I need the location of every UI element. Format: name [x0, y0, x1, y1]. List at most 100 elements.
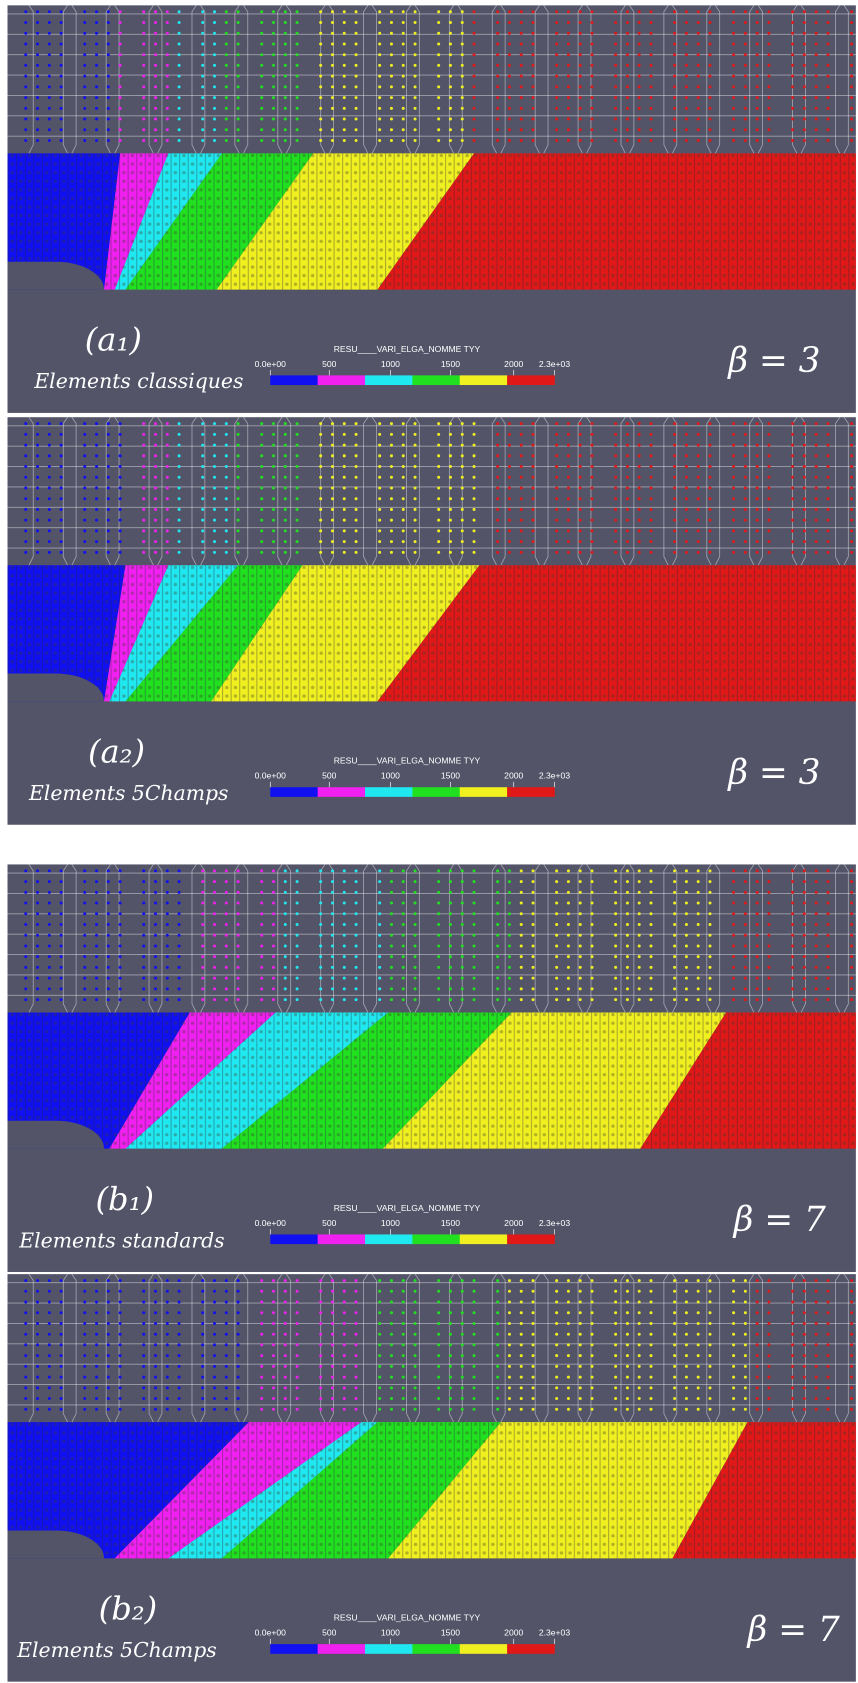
- integration-point: [24, 1364, 28, 1368]
- integration-point: [319, 987, 323, 991]
- integration-point: [850, 944, 854, 948]
- integration-point: [448, 890, 452, 894]
- integration-point: [212, 486, 217, 490]
- integration-point: [378, 529, 382, 533]
- integration-point: [224, 1386, 228, 1390]
- integration-point: [154, 1386, 158, 1390]
- integration-point: [496, 1397, 500, 1401]
- integration-point: [154, 518, 158, 522]
- integration-point: [496, 965, 500, 969]
- integration-point: [850, 486, 854, 490]
- integration-point: [472, 128, 476, 132]
- integration-point: [649, 21, 653, 25]
- integration-point: [142, 85, 146, 89]
- integration-point: [177, 1354, 181, 1358]
- integration-point: [106, 880, 110, 884]
- integration-point: [448, 422, 452, 426]
- integration-point: [555, 475, 559, 479]
- mesh-column: [757, 864, 798, 1013]
- integration-point: [743, 1311, 747, 1315]
- integration-point: [566, 901, 570, 905]
- integration-point: [201, 465, 205, 469]
- integration-point: [531, 117, 535, 121]
- integration-point: [496, 63, 500, 67]
- integration-point: [625, 550, 629, 554]
- integration-point: [165, 1354, 169, 1358]
- integration-point: [201, 901, 205, 905]
- integration-point: [814, 31, 818, 35]
- integration-point: [814, 1364, 818, 1368]
- integration-point: [637, 529, 641, 533]
- integration-point: [814, 486, 818, 490]
- integration-point: [342, 21, 346, 25]
- integration-point: [732, 1279, 736, 1283]
- integration-point: [767, 422, 771, 426]
- integration-point: [118, 1364, 122, 1368]
- integration-point: [413, 1321, 417, 1325]
- integration-point: [472, 1386, 476, 1390]
- integration-point: [684, 454, 688, 458]
- integration-point: [95, 138, 99, 142]
- integration-point: [24, 42, 28, 46]
- integration-point: [578, 96, 582, 100]
- integration-point: [154, 475, 158, 479]
- integration-point: [378, 422, 382, 426]
- integration-point: [649, 998, 653, 1002]
- integration-point: [154, 128, 158, 132]
- integration-point: [696, 507, 700, 511]
- integration-point: [283, 53, 287, 57]
- integration-point: [696, 31, 700, 35]
- integration-point: [496, 890, 500, 894]
- integration-point: [177, 901, 181, 905]
- integration-point: [389, 96, 393, 100]
- integration-point: [330, 454, 334, 458]
- integration-point: [767, 1300, 771, 1304]
- colorbar-tick-label: 1500: [441, 359, 460, 369]
- integration-point: [578, 901, 582, 905]
- integration-point: [555, 1300, 559, 1304]
- integration-point: [24, 912, 28, 916]
- integration-point: [401, 1386, 405, 1390]
- integration-point: [472, 944, 476, 948]
- integration-point: [83, 42, 87, 46]
- integration-point: [566, 922, 570, 926]
- integration-point: [165, 53, 169, 57]
- integration-point: [95, 1300, 99, 1304]
- integration-point: [637, 901, 641, 905]
- colorbar-tick-label: 0.0e+00: [255, 1218, 286, 1228]
- integration-point: [154, 507, 158, 511]
- integration-point: [413, 486, 417, 490]
- integration-point: [531, 507, 535, 511]
- integration-point: [47, 486, 51, 490]
- integration-point: [330, 540, 334, 544]
- integration-point: [212, 880, 217, 884]
- integration-point: [413, 432, 417, 436]
- integration-point: [614, 486, 618, 490]
- integration-point: [625, 880, 629, 884]
- integration-point: [83, 944, 87, 948]
- integration-point: [826, 944, 830, 948]
- integration-point: [319, 1321, 323, 1325]
- integration-point: [566, 475, 570, 479]
- integration-point: [212, 540, 217, 544]
- integration-point: [802, 1354, 806, 1358]
- mesh-column: [543, 416, 583, 566]
- integration-point: [378, 1311, 382, 1315]
- integration-point: [791, 901, 795, 905]
- integration-point: [531, 497, 535, 501]
- integration-point: [354, 475, 358, 479]
- panel-subtitle: Elements classiques: [33, 369, 243, 393]
- colorbar-tick-label: 0.0e+00: [255, 359, 286, 369]
- integration-point: [437, 880, 441, 884]
- integration-point: [401, 96, 405, 100]
- integration-point: [389, 912, 393, 916]
- integration-point: [531, 96, 535, 100]
- integration-point: [212, 869, 217, 873]
- integration-point: [342, 912, 346, 916]
- integration-point: [83, 74, 87, 78]
- integration-point: [83, 454, 87, 458]
- integration-point: [614, 1354, 618, 1358]
- mesh-column: [157, 416, 197, 566]
- integration-point: [154, 955, 158, 959]
- integration-point: [378, 1397, 382, 1401]
